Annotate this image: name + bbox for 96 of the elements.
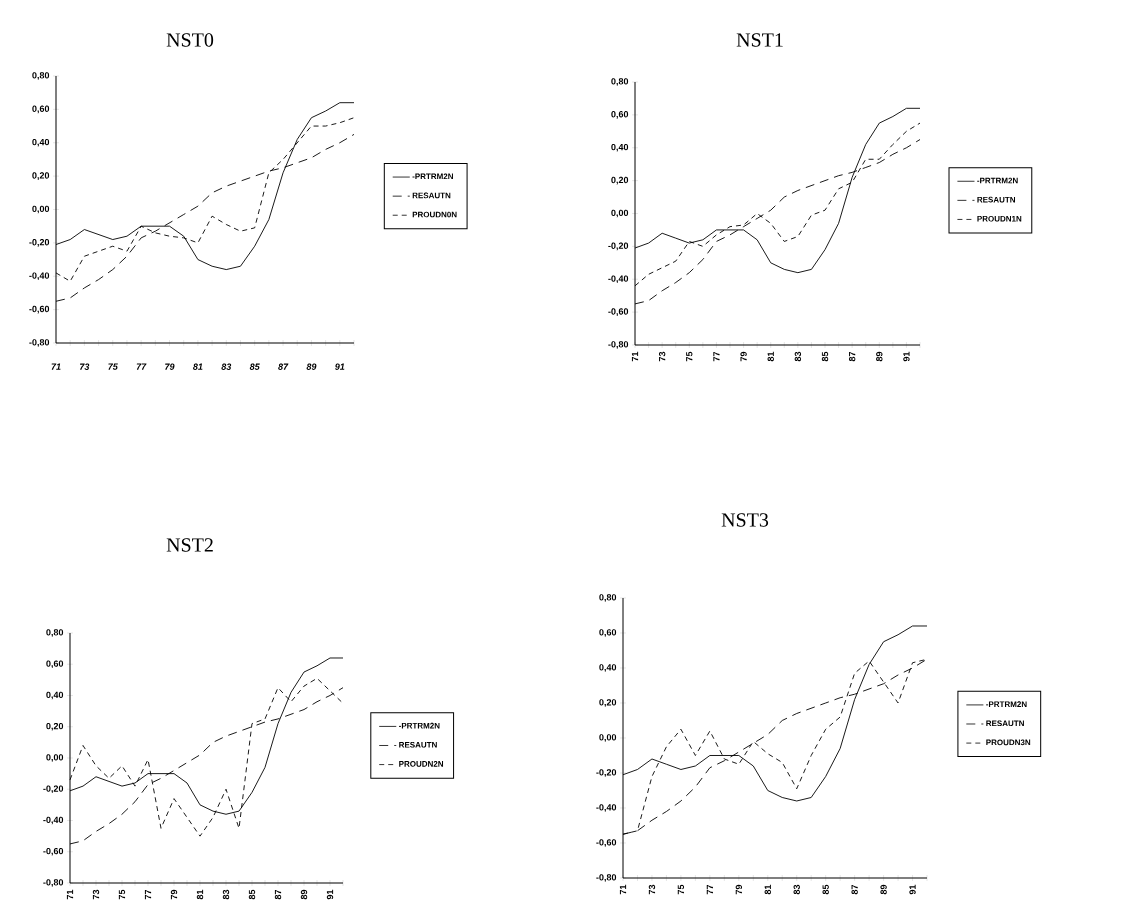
x-tick-label: 79 bbox=[165, 363, 175, 370]
y-tick-label: 0,20 bbox=[599, 699, 617, 707]
y-tick-label: -0,60 bbox=[29, 305, 50, 314]
y-tick-label: 0,20 bbox=[46, 722, 64, 731]
y-tick-label: -0,40 bbox=[43, 816, 64, 825]
x-tick-label: 77 bbox=[136, 363, 147, 370]
y-tick-label: -0,20 bbox=[43, 785, 64, 794]
y-tick-label: 0,80 bbox=[599, 594, 617, 602]
y-tick-label: -0,20 bbox=[29, 239, 50, 247]
legend-label: PROUDN2N bbox=[399, 761, 444, 767]
x-tick-label: 89 bbox=[880, 884, 887, 895]
x-tick-label: 75 bbox=[118, 889, 126, 900]
legend-label: -PRTRM2N bbox=[977, 177, 1018, 184]
x-tick-label: 71 bbox=[619, 884, 627, 895]
y-tick-label: 0,40 bbox=[611, 143, 629, 152]
x-tick-label: 81 bbox=[764, 884, 771, 895]
x-tick-label: 83 bbox=[794, 351, 802, 362]
x-tick-label: 75 bbox=[677, 884, 685, 895]
x-tick-label: 87 bbox=[848, 351, 856, 362]
y-tick-label: 0,80 bbox=[46, 629, 64, 637]
x-tick-label: 85 bbox=[821, 351, 829, 362]
x-tick-label: 75 bbox=[686, 351, 693, 362]
legend-label: PROUDN1N bbox=[977, 215, 1022, 222]
x-tick-label: 71 bbox=[66, 889, 74, 900]
x-tick-label: 87 bbox=[851, 884, 858, 895]
y-tick-label: -0,60 bbox=[43, 847, 64, 856]
x-tick-label: 87 bbox=[274, 889, 282, 900]
y-tick-label: 0,40 bbox=[46, 691, 64, 700]
y-tick-label: -0,40 bbox=[608, 275, 629, 284]
y-tick-label: -0,20 bbox=[596, 769, 617, 777]
legend-label: PROUDN0N bbox=[412, 211, 457, 218]
y-tick-label: 0,40 bbox=[32, 138, 50, 147]
x-tick-label: 87 bbox=[278, 363, 289, 370]
y-tick-label: 0,20 bbox=[32, 172, 50, 180]
x-tick-label: 85 bbox=[248, 889, 256, 900]
x-tick-label: 71 bbox=[631, 351, 639, 362]
legend-label: -PRTRM2N bbox=[398, 722, 440, 729]
x-tick-label: 91 bbox=[335, 363, 345, 370]
x-tick-label: 89 bbox=[300, 889, 308, 900]
y-tick-label: -0,40 bbox=[29, 272, 50, 281]
y-tick-label: -0,80 bbox=[43, 879, 64, 887]
x-tick-label: 91 bbox=[903, 351, 910, 362]
y-tick-label: 0,60 bbox=[599, 629, 617, 637]
x-tick-label: 71 bbox=[51, 363, 61, 370]
x-tick-label: 85 bbox=[249, 363, 260, 370]
legend-label: PROUDN3N bbox=[986, 739, 1031, 746]
y-tick-label: -0,80 bbox=[608, 341, 629, 349]
x-tick-label: 81 bbox=[193, 363, 203, 370]
legend-label: RESAUTN bbox=[412, 192, 451, 199]
y-tick-label: 0,60 bbox=[611, 111, 629, 119]
y-tick-label: 0,60 bbox=[46, 660, 64, 669]
x-tick-label: 79 bbox=[170, 889, 178, 900]
x-tick-label: 89 bbox=[876, 351, 883, 362]
y-tick-label: 0,60 bbox=[32, 105, 50, 114]
x-tick-label: 91 bbox=[326, 889, 334, 900]
x-tick-label: 75 bbox=[108, 363, 118, 370]
x-tick-label: 81 bbox=[196, 889, 204, 900]
y-tick-label: 0,20 bbox=[611, 176, 629, 185]
chart-title: NST0 bbox=[166, 33, 214, 47]
x-tick-label: 73 bbox=[92, 889, 100, 900]
x-tick-label: 77 bbox=[713, 351, 720, 362]
x-tick-label: 73 bbox=[80, 363, 90, 370]
y-tick-label: -0,60 bbox=[596, 839, 617, 847]
legend-label: RESAUTN bbox=[986, 720, 1024, 727]
y-tick-label: 0,00 bbox=[599, 734, 617, 742]
chart-title: NST1 bbox=[736, 33, 783, 47]
x-tick-label: 83 bbox=[222, 889, 230, 900]
x-tick-label: 73 bbox=[648, 884, 656, 895]
y-tick-label: -0,80 bbox=[29, 339, 50, 347]
y-tick-label: 0,00 bbox=[611, 209, 629, 218]
y-tick-label: 0,40 bbox=[599, 664, 617, 672]
y-tick-label: 0,80 bbox=[611, 78, 629, 86]
chart-title: NST3 bbox=[721, 513, 769, 527]
x-tick-label: 89 bbox=[306, 363, 317, 370]
x-tick-label: 79 bbox=[740, 351, 747, 362]
x-tick-label: 91 bbox=[909, 884, 916, 895]
x-tick-label: 79 bbox=[735, 884, 743, 895]
y-tick-label: 0,00 bbox=[46, 754, 64, 762]
legend-label: RESAUTN bbox=[399, 741, 437, 748]
y-tick-label: -0,80 bbox=[596, 874, 617, 882]
y-tick-label: 0,80 bbox=[32, 72, 50, 80]
x-tick-label: 77 bbox=[144, 889, 152, 900]
legend-label: -PRTRM2N bbox=[986, 701, 1027, 707]
x-tick-label: 83 bbox=[793, 884, 800, 895]
x-tick-label: 83 bbox=[221, 363, 232, 370]
y-tick-label: 0,00 bbox=[32, 205, 50, 214]
x-tick-label: 85 bbox=[822, 884, 829, 895]
y-tick-label: -0,60 bbox=[608, 308, 629, 316]
y-tick-label: -0,20 bbox=[608, 242, 629, 251]
y-tick-label: -0,40 bbox=[596, 804, 617, 812]
x-tick-label: 73 bbox=[658, 351, 666, 362]
chart-title: NST2 bbox=[166, 538, 213, 552]
x-tick-label: 81 bbox=[767, 351, 774, 362]
x-tick-label: 77 bbox=[706, 884, 713, 895]
legend-label: RESAUTN bbox=[977, 196, 1016, 203]
legend-label: -PRTRM2N bbox=[412, 173, 453, 180]
